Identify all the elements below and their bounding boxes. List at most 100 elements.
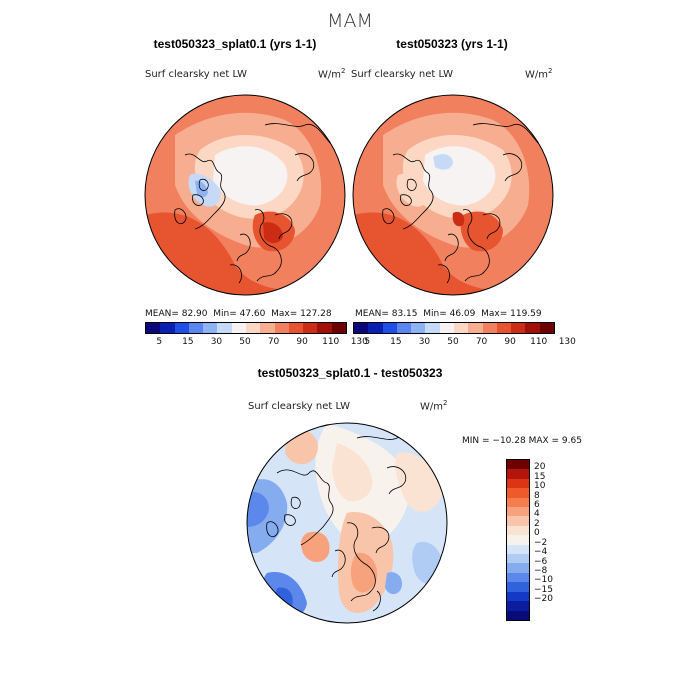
diff-colorbar: [506, 459, 530, 621]
colorbar-tick-label: 50: [447, 337, 459, 347]
colorbar-tick-label: 4: [534, 509, 540, 520]
colorbar-swatch: [507, 488, 529, 498]
colorbar-swatch: [507, 610, 529, 620]
colorbar-swatch: [507, 460, 529, 470]
colorbar-swatch: [174, 323, 189, 333]
colorbar-swatch: [260, 323, 275, 333]
colorbar-swatch: [368, 323, 383, 333]
colorbar-tick-label: −10: [534, 575, 553, 586]
colorbar-tick-label: 90: [504, 337, 516, 347]
colorbar-tick-label: −2: [534, 537, 548, 548]
panel2-max: Max= 119.59: [481, 309, 542, 319]
colorbar-tick-label: 130: [350, 337, 368, 347]
colorbar-tick-label: 30: [418, 337, 431, 347]
colorbar-swatch: [317, 323, 332, 333]
colorbar-tick-label: 10: [534, 481, 546, 492]
colorbar-swatch: [425, 323, 440, 333]
colorbar-tick-label: 70: [267, 337, 280, 347]
colorbar-swatch: [507, 469, 529, 479]
panel1-colorbar: [145, 322, 347, 334]
colorbar-swatch: [453, 323, 469, 333]
colorbar-tick-label: 20: [534, 462, 546, 473]
colorbar-swatch: [507, 544, 529, 555]
panel2-colorbar-ticks: 5 15 30 50 70 90 110 130: [353, 337, 575, 351]
colorbar-tick-label: 130: [558, 337, 576, 347]
colorbar-swatch: [507, 497, 529, 508]
colorbar-tick-label: 30: [210, 337, 223, 347]
colorbar-tick-label: −6: [534, 556, 548, 567]
colorbar-swatch: [507, 507, 529, 517]
colorbar-tick-label: 110: [322, 337, 340, 347]
colorbar-swatch: [507, 601, 529, 611]
panel2-variable-label: Surf clearsky net LW: [351, 69, 454, 80]
colorbar-tick-label: −20: [534, 594, 553, 605]
colorbar-swatch: [217, 323, 232, 333]
diff-variable-label: Surf clearsky net LW: [248, 401, 351, 412]
colorbar-swatch: [507, 554, 529, 564]
colorbar-swatch: [331, 323, 346, 333]
panel2-mean: MEAN= 83.15: [355, 309, 418, 319]
colorbar-tick-label: 90: [296, 337, 308, 347]
panel2-colorbar: [353, 322, 555, 334]
panel2-stats: MEAN= 83.15 Min= 46.09 Max= 119.59: [355, 309, 542, 319]
colorbar-swatch: [303, 323, 318, 333]
colorbar-swatch: [507, 525, 529, 536]
colorbar-swatch: [507, 572, 529, 583]
colorbar-tick-label: 5: [156, 337, 163, 347]
colorbar-tick-label: −4: [534, 547, 548, 558]
colorbar-tick-label: 0: [534, 528, 540, 539]
colorbar-swatch: [507, 478, 529, 489]
panel1-title: test050323_splat0.1 (yrs 1-1): [153, 37, 317, 51]
colorbar-swatch: [188, 323, 204, 333]
colorbar-swatch: [245, 323, 261, 333]
panel1-stats: MEAN= 82.90 Min= 47.60 Max= 127.28: [145, 309, 332, 319]
colorbar-tick-label: −15: [534, 584, 553, 595]
colorbar-swatch: [439, 323, 454, 333]
diff-polar-map: [246, 422, 448, 624]
panel1-units: W/m2: [318, 67, 346, 81]
panel2-units: W/m2: [525, 67, 553, 81]
colorbar-swatch: [354, 323, 369, 333]
colorbar-swatch: [396, 323, 412, 333]
colorbar-tick-label: 6: [534, 500, 540, 511]
diff-title: test050323_splat0.1 - test050323: [257, 366, 443, 380]
panel1-variable-label: Surf clearsky net LW: [145, 69, 248, 80]
colorbar-swatch: [496, 323, 512, 333]
colorbar-swatch: [382, 323, 397, 333]
colorbar-swatch: [507, 582, 529, 592]
colorbar-swatch: [288, 323, 304, 333]
colorbar-swatch: [231, 323, 246, 333]
colorbar-swatch: [160, 323, 175, 333]
colorbar-swatch: [468, 323, 483, 333]
colorbar-tick-label: 15: [390, 337, 402, 347]
colorbar-tick-label: −8: [534, 565, 548, 576]
colorbar-tick-label: 2: [534, 518, 540, 529]
colorbar-swatch: [507, 535, 529, 545]
colorbar-swatch: [507, 563, 529, 573]
colorbar-swatch: [507, 591, 529, 602]
colorbar-swatch: [525, 323, 540, 333]
panel1-colorbar-ticks: 5 15 30 50 70 90 110 130: [145, 337, 367, 351]
panel1-max: Max= 127.28: [271, 309, 332, 319]
panel2-title: test050323 (yrs 1-1): [396, 37, 508, 51]
colorbar-tick-label: 15: [534, 471, 546, 482]
panel1-mean: MEAN= 82.90: [145, 309, 208, 319]
panel1-polar-map: [144, 94, 346, 296]
colorbar-tick-label: 8: [534, 490, 540, 501]
colorbar-tick-label: 70: [475, 337, 488, 347]
panel2-polar-map: [352, 94, 554, 296]
colorbar-tick-label: 110: [530, 337, 548, 347]
colorbar-tick-label: 15: [182, 337, 194, 347]
season-title: MAM: [327, 10, 373, 32]
colorbar-swatch: [203, 323, 218, 333]
colorbar-tick-label: 5: [364, 337, 371, 347]
diff-colorbar-ticks: 20 15 10 8 6 4 2 0 −2 −4 −6 −8 −10 −15 −20: [534, 459, 574, 619]
colorbar-swatch: [539, 323, 554, 333]
panel2-min: Min= 46.09: [423, 309, 476, 319]
diff-units: W/m2: [420, 399, 448, 413]
colorbar-swatch: [411, 323, 426, 333]
colorbar-swatch: [482, 323, 497, 333]
colorbar-swatch: [507, 516, 529, 526]
colorbar-swatch: [274, 323, 289, 333]
colorbar-swatch: [146, 323, 161, 333]
